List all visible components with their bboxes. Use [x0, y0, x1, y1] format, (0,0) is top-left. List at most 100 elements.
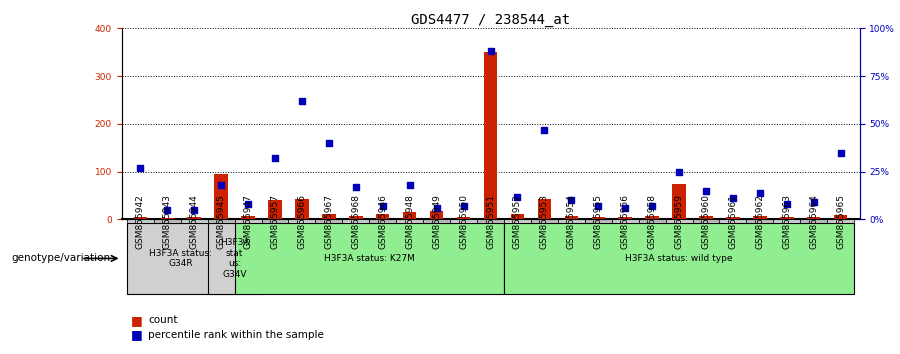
Bar — [289, 28, 315, 219]
Point — [348, 184, 363, 190]
Bar — [127, 28, 154, 219]
Bar — [834, 215, 848, 219]
Text: GSM855950: GSM855950 — [459, 194, 468, 249]
Bar — [780, 217, 794, 219]
Bar — [773, 219, 800, 223]
Text: GSM855963: GSM855963 — [782, 194, 791, 249]
Point — [295, 98, 310, 104]
Point — [429, 205, 444, 211]
Point — [806, 199, 821, 205]
Bar — [746, 28, 773, 219]
Point — [321, 140, 336, 146]
Text: GSM855966: GSM855966 — [298, 194, 307, 249]
Text: GSM855959: GSM855959 — [674, 194, 683, 249]
Bar — [639, 28, 666, 219]
Bar — [477, 219, 504, 223]
Bar — [639, 219, 666, 223]
Text: GSM855947: GSM855947 — [244, 194, 253, 249]
Bar — [692, 28, 719, 219]
Bar — [564, 216, 578, 219]
Bar — [800, 219, 827, 223]
Point — [671, 169, 686, 175]
Bar — [235, 219, 262, 223]
Bar — [450, 28, 477, 219]
Text: GSM855954: GSM855954 — [567, 194, 576, 249]
Bar — [262, 219, 289, 223]
Point — [752, 190, 767, 195]
Text: H3F3A status: K27M: H3F3A status: K27M — [324, 254, 415, 263]
Point — [483, 48, 498, 54]
Text: GSM855958: GSM855958 — [648, 194, 657, 249]
Bar — [208, 219, 235, 223]
Point — [402, 182, 417, 188]
Bar — [127, 219, 154, 223]
Bar — [504, 219, 531, 223]
Point — [133, 165, 148, 171]
Bar — [672, 184, 686, 219]
Bar — [510, 214, 524, 219]
Bar — [457, 217, 471, 219]
Bar — [181, 219, 208, 223]
Bar — [827, 28, 854, 219]
Text: GSM855965: GSM855965 — [836, 194, 845, 249]
Bar — [692, 219, 719, 223]
Bar — [430, 211, 444, 219]
Bar — [241, 216, 255, 219]
Bar — [618, 217, 632, 219]
Bar — [800, 28, 827, 219]
Text: GSM855964: GSM855964 — [809, 194, 818, 249]
Point — [645, 203, 660, 209]
Text: genotype/variation: genotype/variation — [11, 253, 110, 263]
Text: GSM855960: GSM855960 — [701, 194, 710, 249]
Bar — [558, 219, 585, 223]
Bar — [612, 28, 639, 219]
Point — [187, 207, 202, 213]
Bar — [315, 219, 342, 223]
Bar — [719, 28, 746, 219]
Bar — [585, 28, 612, 219]
Point — [698, 188, 713, 194]
Text: H3F3A status: wild type: H3F3A status: wild type — [626, 254, 733, 263]
Text: GSM855967: GSM855967 — [324, 194, 333, 249]
Text: GSM855946: GSM855946 — [378, 194, 387, 249]
Bar — [369, 28, 396, 219]
Bar — [666, 28, 692, 219]
Point — [725, 196, 740, 201]
Bar — [403, 212, 417, 219]
Title: GDS4477 / 238544_at: GDS4477 / 238544_at — [411, 13, 570, 27]
Bar — [585, 219, 612, 223]
Bar — [154, 219, 181, 223]
Bar — [342, 219, 369, 223]
Bar — [396, 28, 423, 219]
Bar — [423, 219, 450, 223]
Point — [618, 205, 633, 211]
Bar — [645, 216, 659, 219]
Bar — [376, 214, 390, 219]
Text: ■: ■ — [130, 328, 142, 341]
Bar — [396, 219, 423, 223]
Bar — [504, 223, 854, 294]
Point — [833, 150, 848, 155]
Bar — [612, 219, 639, 223]
Point — [268, 155, 283, 161]
Text: GSM855948: GSM855948 — [405, 194, 414, 249]
Text: GSM855968: GSM855968 — [351, 194, 360, 249]
Point — [537, 127, 552, 132]
Bar — [423, 28, 450, 219]
Bar — [315, 28, 342, 219]
Text: ■: ■ — [130, 314, 142, 327]
Text: GSM855942: GSM855942 — [136, 194, 145, 249]
Bar — [666, 219, 692, 223]
Bar — [289, 219, 315, 223]
Text: GSM855951: GSM855951 — [486, 194, 495, 249]
Text: GSM855957: GSM855957 — [271, 194, 280, 249]
Point — [779, 201, 794, 207]
Bar — [349, 216, 363, 219]
Point — [214, 182, 229, 188]
Bar — [295, 199, 309, 219]
Text: percentile rank within the sample: percentile rank within the sample — [148, 330, 324, 339]
Bar — [746, 219, 773, 223]
Bar — [827, 219, 854, 223]
Text: GSM855955: GSM855955 — [594, 194, 603, 249]
Text: GSM855962: GSM855962 — [755, 194, 764, 249]
